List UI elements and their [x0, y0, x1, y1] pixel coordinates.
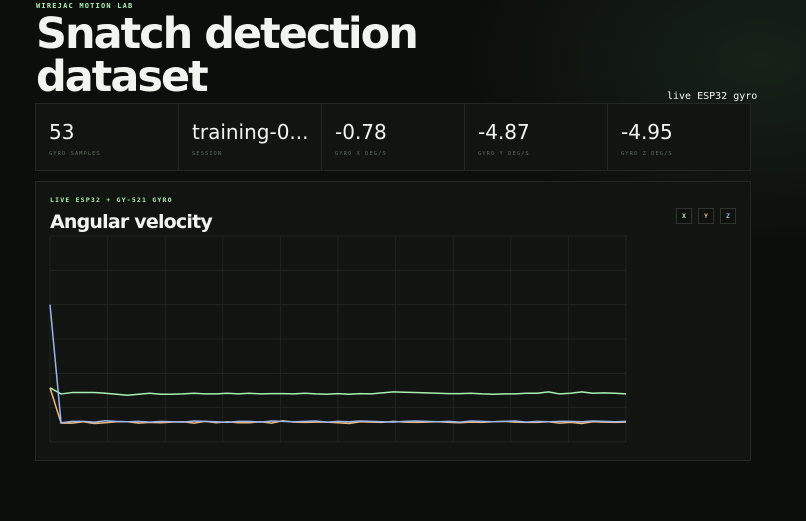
series-toggle-x[interactable]: X	[676, 208, 692, 224]
stat-value: -4.87	[478, 120, 530, 144]
chart-grid	[49, 235, 627, 443]
angular-velocity-panel: LIVE ESP32 + GY-521 GYRO Angular velocit…	[35, 181, 751, 461]
stat-gyro-y: -4.87 GYRO Y DEG/S	[465, 104, 608, 170]
series-legend: X Y Z	[676, 208, 736, 224]
stats-strip: 53 GYRO SAMPLES training-0... SESSION -0…	[35, 103, 751, 171]
stat-label: GYRO SAMPLES	[49, 151, 101, 157]
stat-label: SESSION	[192, 151, 223, 157]
series-toggle-y[interactable]: Y	[698, 208, 714, 224]
panel-title: Angular velocity	[50, 211, 213, 233]
series-line-x	[49, 387, 627, 397]
stat-gyro-samples: 53 GYRO SAMPLES	[36, 104, 179, 170]
brand-label: WIREJAC MOTION LAB	[36, 2, 134, 10]
stat-label: GYRO Z DEG/S	[621, 151, 673, 157]
stat-value: 53	[49, 120, 75, 144]
stat-label: GYRO Y DEG/S	[478, 151, 530, 157]
stat-gyro-z: -4.95 GYRO Z DEG/S	[608, 104, 750, 170]
series-line-z	[49, 304, 627, 424]
stat-label: GYRO X DEG/S	[335, 151, 387, 157]
stat-value: -4.95	[621, 120, 673, 144]
stat-value: training-0...	[192, 120, 309, 144]
page-title: Snatch detection dataset	[36, 9, 419, 102]
stat-gyro-x: -0.78 GYRO X DEG/S	[322, 104, 465, 170]
stat-session: training-0... SESSION	[179, 104, 322, 170]
series-toggle-z[interactable]: Z	[720, 208, 736, 224]
panel-eyebrow: LIVE ESP32 + GY-521 GYRO	[50, 196, 173, 204]
live-source-tag: live ESP32 gyro	[667, 91, 758, 102]
angular-velocity-chart	[49, 235, 627, 443]
stat-value: -0.78	[335, 120, 387, 144]
